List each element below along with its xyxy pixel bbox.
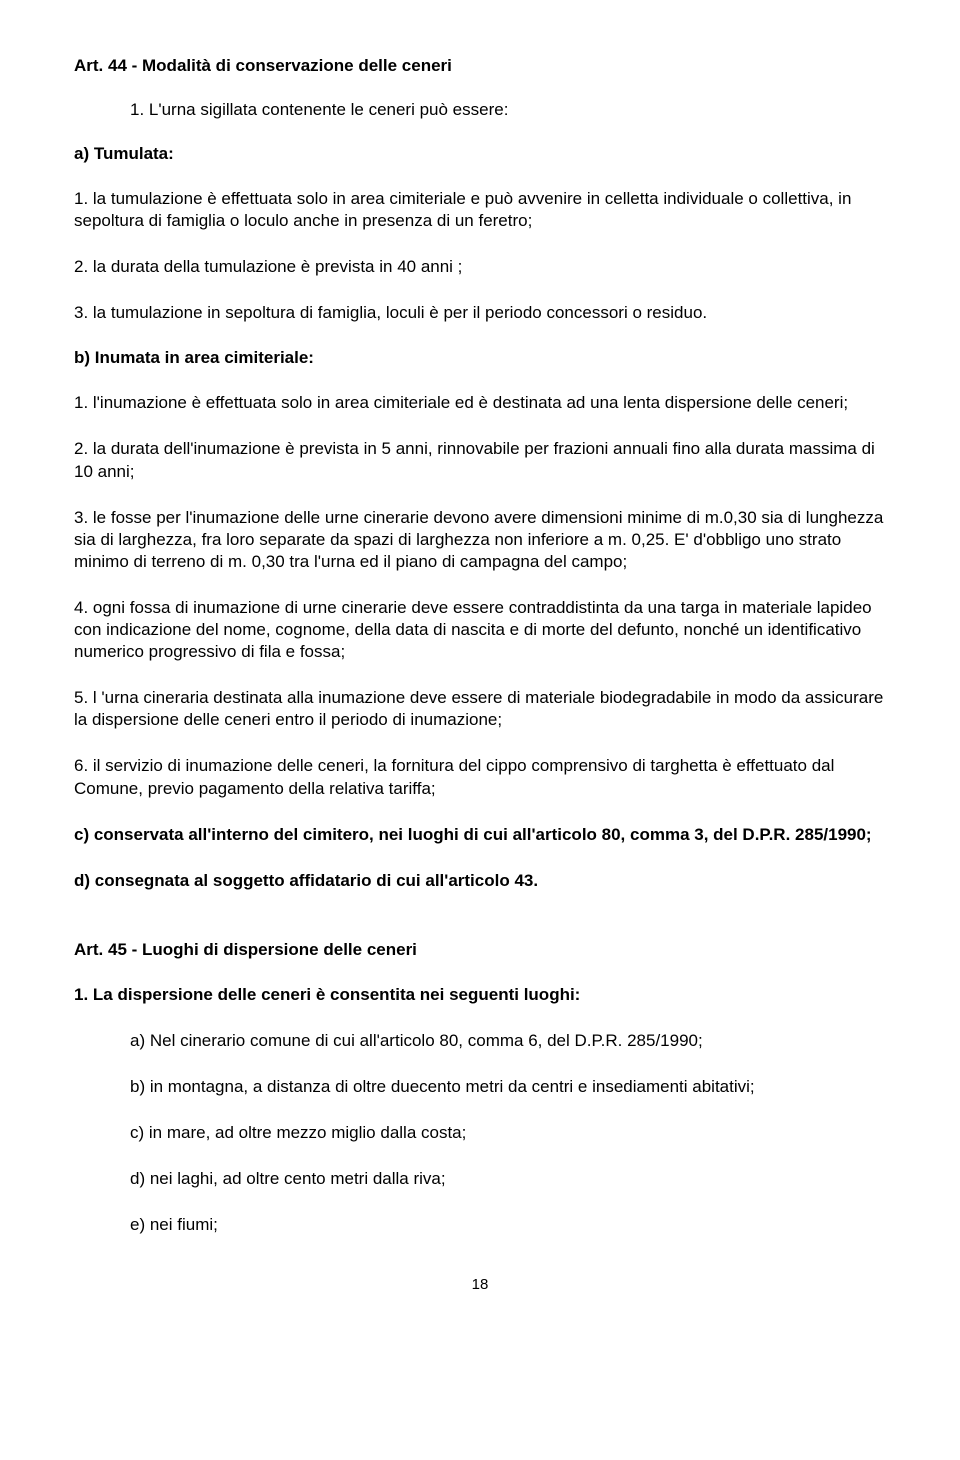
art44-b-item-6: 6. il servizio di inumazione delle cener… — [74, 755, 886, 799]
art44-a-label: a) Tumulata: — [74, 144, 886, 164]
article-44-title: Art. 44 - Modalità di conservazione dell… — [74, 56, 886, 76]
art44-c-text: c) conservata all'interno del cimitero, … — [74, 824, 886, 846]
art44-b-item-3: 3. le fosse per l'inumazione delle urne … — [74, 507, 886, 573]
art44-b-item-4: 4. ogni fossa di inumazione di urne cine… — [74, 597, 886, 663]
art45-item-a: a) Nel cinerario comune di cui all'artic… — [130, 1030, 886, 1052]
art44-intro: 1. L'urna sigillata contenente le ceneri… — [130, 100, 886, 120]
art45-item-b: b) in montagna, a distanza di oltre duec… — [130, 1076, 886, 1098]
art44-b-item-5: 5. l 'urna cineraria destinata alla inum… — [74, 687, 886, 731]
page-number: 18 — [74, 1276, 886, 1293]
art44-b-item-2: 2. la durata dell'inumazione è prevista … — [74, 438, 886, 482]
art45-item-c: c) in mare, ad oltre mezzo miglio dalla … — [130, 1122, 886, 1144]
art44-b-label: b) Inumata in area cimiteriale: — [74, 348, 886, 368]
art45-intro: 1. La dispersione delle ceneri è consent… — [74, 984, 886, 1006]
art44-d-text: d) consegnata al soggetto affidatario di… — [74, 870, 886, 892]
art44-b-item-1: 1. l'inumazione è effettuata solo in are… — [74, 392, 886, 414]
art45-item-e: e) nei fiumi; — [130, 1214, 886, 1236]
art44-a-item-3: 3. la tumulazione in sepoltura di famigl… — [74, 302, 886, 324]
art44-a-item-2: 2. la durata della tumulazione è previst… — [74, 256, 886, 278]
article-45-title: Art. 45 - Luoghi di dispersione delle ce… — [74, 940, 886, 960]
document-page: Art. 44 - Modalità di conservazione dell… — [0, 0, 960, 1333]
art44-a-item-1: 1. la tumulazione è effettuata solo in a… — [74, 188, 886, 232]
art45-item-d: d) nei laghi, ad oltre cento metri dalla… — [130, 1168, 886, 1190]
